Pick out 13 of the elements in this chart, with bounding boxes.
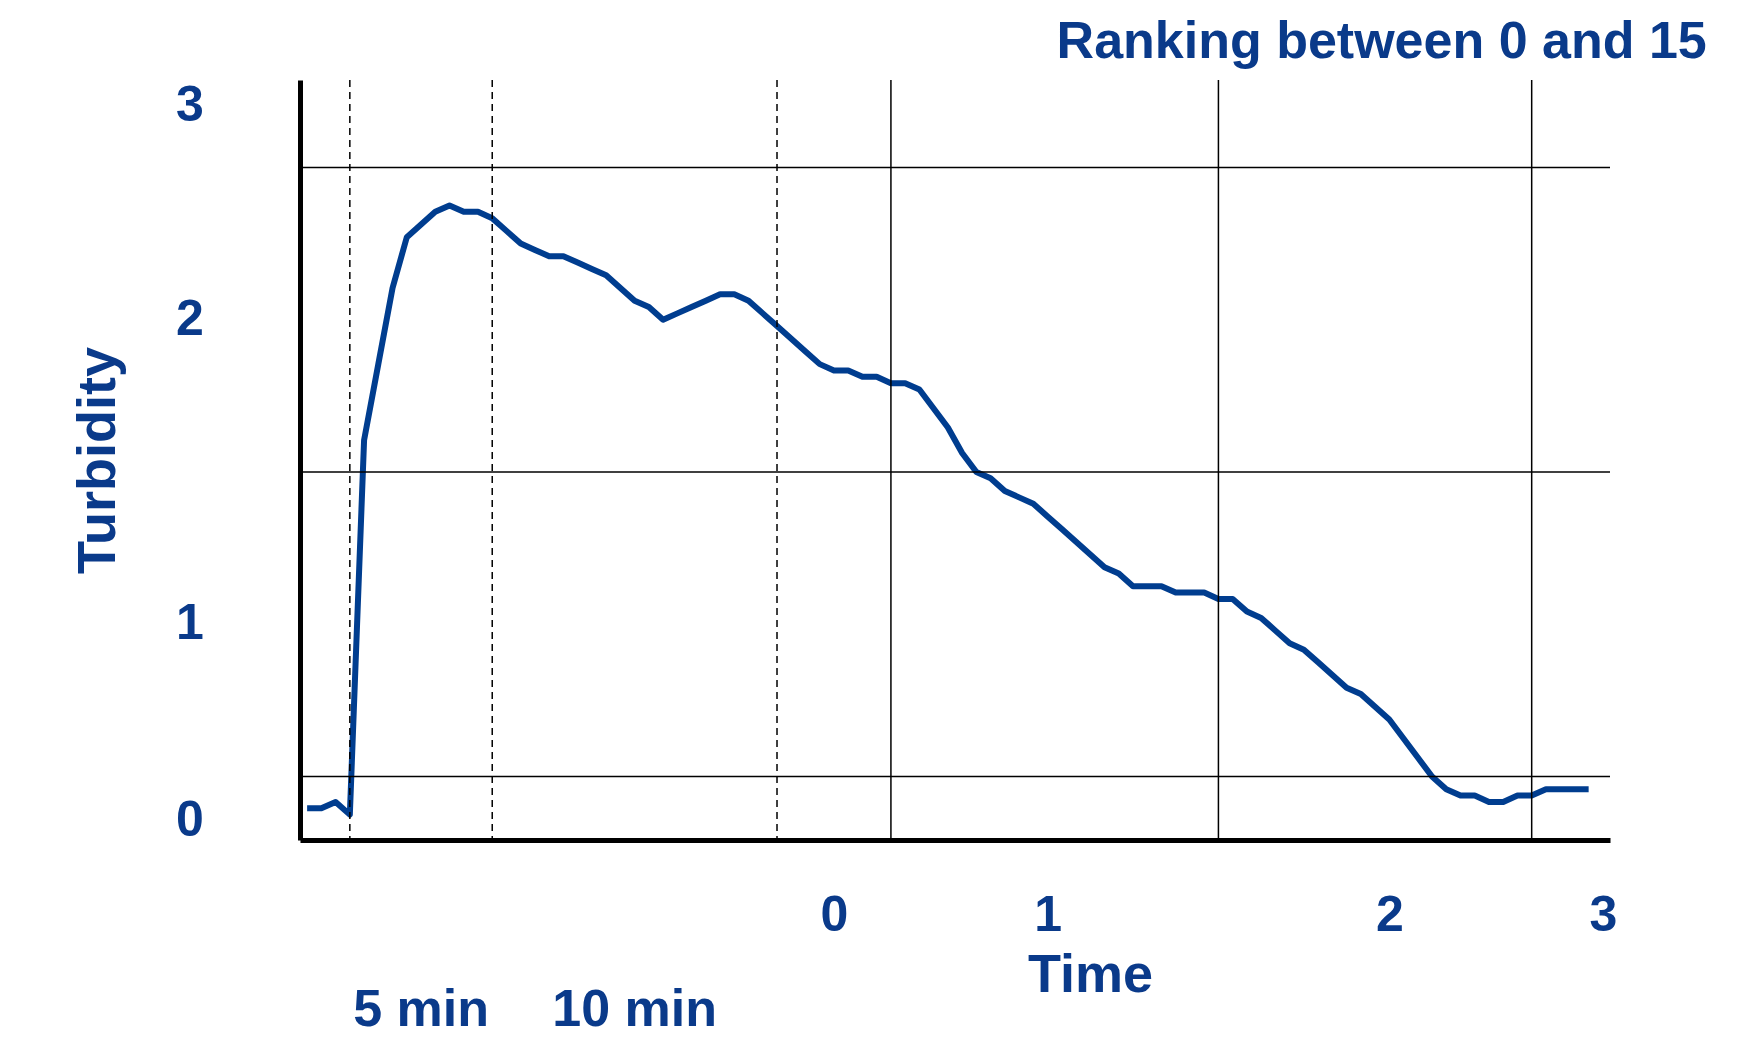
text: 10 min	[552, 979, 717, 1037]
text: 2	[176, 289, 204, 346]
text: 5 min	[353, 979, 489, 1037]
text: 3	[176, 76, 204, 133]
x-tick-label: 1	[1034, 885, 1062, 942]
x-tick-label: 0	[820, 885, 849, 942]
chart-title: Ranking between 0 and 15	[1056, 11, 1707, 70]
x-axis-title: Time	[1027, 942, 1154, 1003]
text: 1	[176, 594, 204, 651]
y-axis-title: Turbidity	[65, 347, 126, 574]
x-tick-label: 3	[1589, 885, 1618, 942]
text: 0	[176, 790, 204, 847]
x-tick-label: 2	[1375, 885, 1404, 942]
